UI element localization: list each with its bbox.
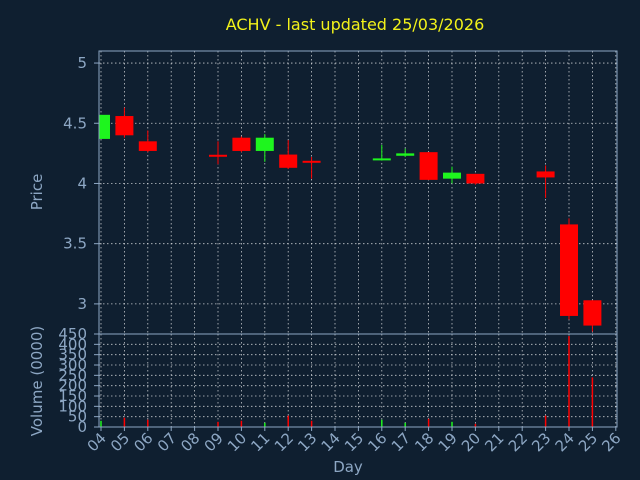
x-tick-label: 13	[294, 429, 320, 455]
candle-body	[536, 171, 555, 178]
price-tick-label: 5	[77, 54, 87, 72]
price-tick-label: 4.5	[63, 114, 87, 132]
x-tick-label: 24	[552, 429, 578, 455]
volume-bar	[100, 420, 102, 427]
volume-bar	[123, 417, 126, 427]
volume-gridlines	[99, 333, 617, 428]
candle	[536, 165, 555, 198]
volume-y-axis-label: Volume (0000)	[28, 326, 46, 436]
candle	[279, 140, 298, 170]
candle-body	[99, 114, 110, 139]
x-axis-label: Day	[333, 458, 363, 476]
candle-body	[583, 300, 602, 326]
volume-bar	[381, 419, 383, 427]
volume-bar	[287, 415, 289, 427]
volume-bar	[240, 420, 243, 427]
x-tick-label: 25	[575, 429, 601, 455]
candle	[255, 134, 274, 162]
volume-tick-label: 350	[58, 346, 87, 364]
volume-tick-label: 50	[68, 408, 87, 426]
candle	[99, 114, 110, 139]
volume-tick-label: 250	[58, 366, 87, 384]
candle	[466, 173, 485, 185]
x-tick-label: 26	[598, 429, 624, 455]
x-tick-label: 15	[341, 429, 367, 455]
volume-tick-label: 0	[77, 418, 87, 436]
x-tick-label: 18	[411, 429, 437, 455]
candlestick-series	[99, 107, 602, 332]
volume-tick-label: 300	[58, 356, 87, 374]
volume-bar	[591, 377, 594, 427]
x-tick-label: 06	[130, 429, 156, 455]
x-tick-label: 16	[364, 429, 390, 455]
candle	[232, 136, 251, 153]
volume-bar	[404, 422, 406, 427]
volume-tick-label: 200	[58, 377, 87, 395]
candle-body	[279, 154, 298, 168]
volume-bar	[474, 423, 477, 427]
candle	[396, 148, 415, 157]
candle	[138, 130, 157, 153]
candle-body	[209, 154, 227, 157]
volume-bar-series	[100, 336, 594, 427]
price-y-ticks: 3 3.5 4 4.5 5	[63, 54, 99, 313]
x-tick-label: 12	[271, 429, 297, 455]
candle-body	[138, 141, 157, 151]
candle-body	[115, 116, 134, 136]
price-tick-label: 3	[77, 295, 87, 313]
candle	[302, 156, 321, 179]
volume-bar	[427, 418, 430, 427]
x-tick-label: 22	[505, 429, 531, 455]
x-tick-label: 08	[177, 429, 203, 455]
candle-body	[372, 158, 391, 161]
x-tick-label: 23	[528, 429, 554, 455]
candle-body	[466, 173, 485, 184]
volume-tick-label: 400	[58, 335, 87, 353]
price-tick-label: 4	[77, 174, 87, 192]
volume-bar	[568, 336, 570, 427]
price-gridlines	[99, 51, 617, 334]
candle-body	[443, 172, 461, 179]
candle-body	[255, 137, 274, 151]
price-tick-label: 3.5	[63, 235, 87, 253]
volume-tick-label: 150	[58, 387, 87, 405]
candle-body	[419, 152, 438, 180]
volume-bar	[451, 421, 453, 427]
price-y-axis-label: Price	[28, 174, 46, 211]
candle-body	[302, 160, 321, 163]
x-tick-label: 05	[107, 429, 133, 455]
candle	[419, 152, 438, 180]
x-tick-label: 19	[435, 429, 461, 455]
volume-bar	[310, 420, 313, 427]
candle	[209, 141, 227, 165]
x-tick-label: 14	[318, 429, 344, 455]
x-axis-ticks: 0405060708091011121314151617181920212223…	[84, 427, 625, 455]
x-tick-label: 07	[154, 429, 180, 455]
candle-body	[560, 224, 578, 316]
volume-bar	[544, 415, 547, 427]
volume-tick-label: 450	[58, 325, 87, 343]
chart-title: ACHV - last updated 25/03/2026	[226, 15, 485, 34]
candle	[372, 144, 391, 161]
volume-bar	[264, 422, 266, 427]
candle	[583, 300, 602, 332]
candle	[115, 107, 134, 138]
candle	[443, 166, 461, 184]
volume-plot-frame	[98, 333, 618, 428]
x-tick-label: 10	[224, 429, 250, 455]
x-tick-label: 21	[481, 429, 507, 455]
x-tick-label: 11	[247, 429, 273, 455]
x-tick-label: 04	[84, 429, 110, 455]
x-tick-label: 09	[201, 429, 227, 455]
x-tick-label: 17	[388, 429, 414, 455]
volume-bar	[217, 421, 219, 427]
volume-tick-label: 100	[58, 397, 87, 415]
candle-body	[396, 153, 415, 156]
candle-body	[232, 137, 251, 151]
candle	[560, 218, 578, 320]
x-tick-label: 20	[458, 429, 484, 455]
volume-bar	[147, 419, 149, 427]
